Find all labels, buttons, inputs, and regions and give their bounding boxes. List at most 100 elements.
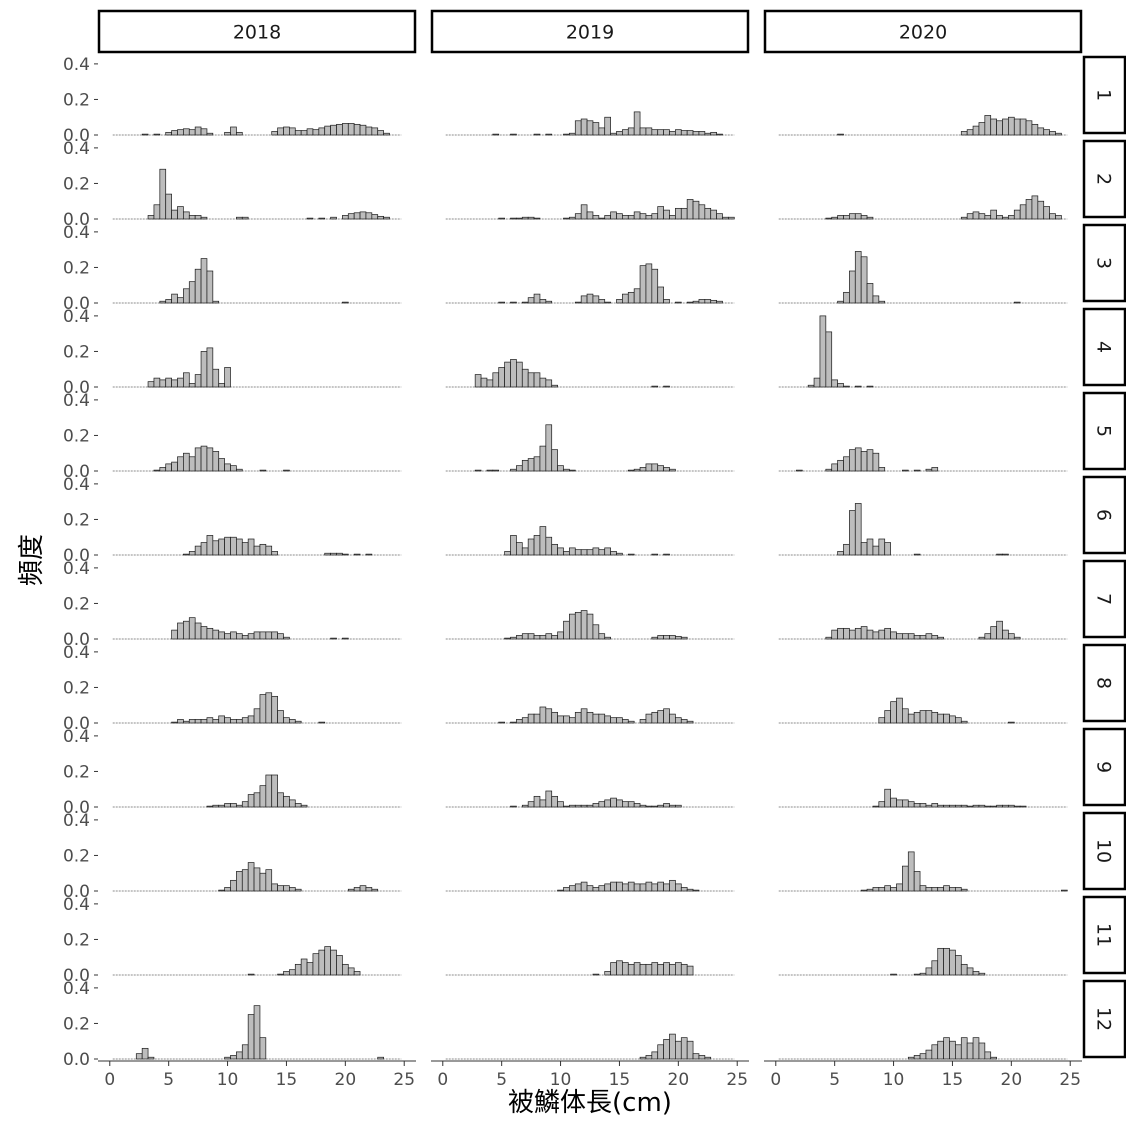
histogram-bar — [259, 694, 267, 724]
histogram-bar — [330, 552, 337, 556]
month-strip-9 — [1082, 727, 1126, 807]
histogram-bar — [1025, 120, 1033, 136]
histogram-bar — [1002, 118, 1009, 136]
histogram-bar — [177, 297, 184, 304]
histogram-bar — [627, 469, 635, 472]
histogram-bar — [212, 540, 220, 556]
histogram-bar — [913, 711, 921, 724]
histogram-bar — [972, 1037, 980, 1060]
histogram-bar — [610, 211, 617, 220]
histogram-bar — [224, 1056, 231, 1060]
histogram-bar — [663, 635, 670, 640]
month-strip-label-11: 11 — [1093, 923, 1115, 947]
histogram-bar — [669, 635, 676, 640]
histogram-bar — [557, 547, 564, 556]
histogram-bar — [498, 301, 505, 304]
histogram-bar — [919, 972, 927, 976]
histogram-bar — [1008, 215, 1015, 220]
histogram-bar — [663, 883, 670, 892]
histogram-bar — [277, 633, 284, 640]
histogram-bar — [925, 887, 933, 892]
histogram-bar — [837, 459, 844, 472]
histogram-bar — [574, 804, 582, 808]
histogram-bar — [1013, 805, 1021, 808]
histogram-bar — [359, 885, 367, 892]
histogram-bar — [569, 804, 576, 808]
histogram-bar — [645, 805, 653, 808]
histogram-bar — [680, 207, 688, 220]
histogram-bar — [539, 635, 547, 640]
y-tick-label: 0.0 — [63, 210, 90, 230]
histogram-bar — [1031, 195, 1039, 220]
histogram-bar — [1019, 118, 1027, 136]
histogram-bar — [913, 973, 921, 976]
histogram-bar — [516, 465, 523, 472]
histogram-bar — [937, 887, 944, 892]
histogram-bar — [669, 215, 676, 220]
histogram-bar — [872, 452, 880, 472]
histogram-bar — [200, 445, 208, 472]
y-tick-label: 0.0 — [63, 126, 90, 146]
histogram-bar — [657, 206, 664, 220]
histogram-bar — [633, 803, 641, 808]
histogram-bar — [639, 467, 647, 472]
histogram-bar — [610, 551, 617, 556]
facet-strip-label-2020: 2020 — [899, 22, 947, 44]
histogram-bar — [616, 213, 623, 220]
histogram-bar — [592, 215, 600, 220]
histogram-bar — [610, 962, 617, 976]
histogram-bar — [1031, 123, 1039, 136]
histogram-bar — [849, 629, 856, 640]
histogram-bar — [283, 795, 290, 808]
histogram-bar — [371, 888, 379, 892]
histogram-bar — [616, 552, 623, 556]
histogram-bar — [183, 288, 190, 304]
histogram-bar — [866, 216, 874, 220]
y-tick-label: 0.0 — [63, 294, 90, 314]
histogram-bar — [247, 1014, 255, 1060]
histogram-bar — [510, 636, 517, 640]
histogram-bar — [896, 799, 903, 808]
month-strip-label-1: 1 — [1093, 89, 1115, 101]
y-tick-label: 0.2 — [63, 678, 90, 698]
histogram-bar — [1008, 633, 1015, 640]
histogram-bar — [247, 973, 255, 976]
x-axis-title: 被鱗体長(cm) — [508, 1088, 672, 1118]
x-tick-label: 15 — [609, 1070, 631, 1090]
month-strip-5 — [1082, 391, 1126, 471]
histogram-bar — [259, 872, 267, 892]
histogram-bar — [206, 627, 214, 640]
histogram-bar — [545, 133, 553, 136]
histogram-bar — [230, 631, 237, 640]
histogram-bar — [177, 129, 184, 136]
histogram-bar — [925, 1049, 933, 1060]
histogram-bar — [336, 552, 343, 556]
histogram-bar — [1049, 213, 1056, 220]
histogram-bar — [680, 1037, 688, 1060]
histogram-bar — [153, 204, 161, 220]
histogram-bar — [557, 801, 564, 808]
histogram-bar — [669, 713, 676, 724]
month-strip-label-9: 9 — [1093, 761, 1115, 773]
x-tick-label: 15 — [942, 1070, 964, 1090]
histogram-bar — [516, 635, 523, 640]
x-tick-label: 10 — [550, 1070, 572, 1090]
histogram-bar — [300, 130, 308, 136]
histogram-bar — [557, 465, 564, 472]
histogram-bar — [551, 635, 558, 640]
y-tick-label: 0.0 — [63, 798, 90, 818]
month-strip-11 — [1082, 895, 1126, 975]
histogram-bar — [141, 133, 149, 136]
histogram-bar — [474, 469, 482, 472]
histogram-bar — [925, 710, 933, 724]
histogram-bar — [353, 212, 361, 220]
histogram-bar — [1013, 209, 1021, 220]
histogram-bar — [675, 883, 682, 892]
histogram-bar — [527, 372, 535, 388]
histogram-bar — [377, 1056, 384, 1060]
histogram-bar — [937, 713, 944, 724]
histogram-bar — [913, 469, 921, 472]
histogram-bar — [247, 794, 255, 808]
histogram-bar — [627, 553, 635, 556]
histogram-bar — [966, 805, 974, 808]
